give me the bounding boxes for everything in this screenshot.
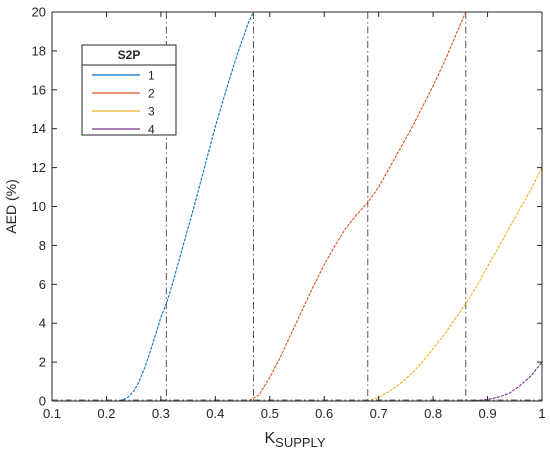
- y-tick-label: 4: [39, 316, 46, 331]
- legend-label-3: 3: [148, 105, 155, 119]
- legend-label-2: 2: [148, 87, 155, 101]
- legend-box: [81, 44, 177, 136]
- y-tick-label: 8: [39, 238, 46, 253]
- x-tick-label: 0.5: [261, 406, 279, 421]
- x-tick-label: 0.2: [97, 406, 115, 421]
- y-tick-label: 2: [39, 355, 46, 370]
- x-tick-label: 1: [538, 406, 545, 421]
- series-line-2: [52, 11, 467, 402]
- y-tick-label: 6: [39, 277, 46, 292]
- x-axis-label-subscript: SUPPLY: [275, 435, 326, 450]
- x-tick-label: 0.3: [152, 406, 170, 421]
- legend-title: S2P: [118, 48, 141, 62]
- legend-label-1: 1: [148, 69, 155, 83]
- x-ticks: 0.1 0.2 0.3 0.4 0.5 0.6 0.7 0.8 0.9 1: [43, 12, 546, 421]
- y-tick-label: 20: [32, 5, 46, 20]
- x-tick-label: 0.9: [479, 406, 497, 421]
- x-tick-label: 0.8: [424, 406, 442, 421]
- series-line-1: [52, 11, 254, 402]
- y-tick-label: 10: [32, 199, 46, 214]
- series-layer: [52, 11, 543, 402]
- y-tick-label: 12: [32, 160, 46, 175]
- series-line-3: [52, 167, 543, 402]
- x-tick-label: 0.4: [206, 406, 224, 421]
- y-tick-label: 18: [32, 43, 46, 58]
- x-tick-label: 0.7: [370, 406, 388, 421]
- y-tick-label: 16: [32, 82, 46, 97]
- legend-entries: 1 2 3 4: [92, 69, 155, 137]
- legend: S2P 1 2 3 4: [81, 44, 177, 137]
- x-axis-label-main: K: [264, 430, 275, 447]
- y-tick-label: 0: [39, 394, 46, 409]
- x-tick-label: 0.1: [43, 406, 61, 421]
- legend-label-4: 4: [148, 123, 155, 137]
- x-axis-label: KSUPPLY: [264, 430, 325, 450]
- y-axis-label: AED (%): [3, 179, 19, 233]
- x-tick-label: 0.6: [315, 406, 333, 421]
- y-tick-label: 14: [32, 121, 46, 136]
